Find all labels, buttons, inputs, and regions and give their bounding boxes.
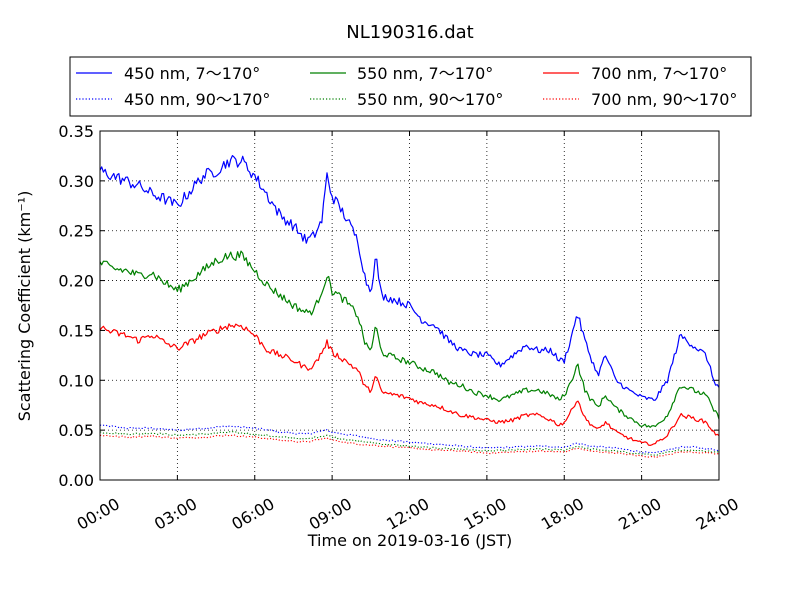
x-tick-label: 21:00 [615, 494, 664, 534]
y-tick-label: 0.05 [58, 421, 94, 440]
y-tick-label: 0.30 [58, 172, 94, 191]
x-tick-label: 18:00 [538, 494, 587, 534]
legend-label: 450 nm, 90～170° [124, 90, 270, 109]
x-tick-label: 09:00 [306, 494, 355, 534]
series-line [99, 250, 720, 428]
x-tick-label: 06:00 [228, 494, 277, 534]
y-tick-label: 0.10 [58, 371, 94, 390]
y-axis-label: Scattering Coefficient (km⁻¹) [15, 191, 34, 422]
series-line [99, 155, 720, 401]
x-tick-label: 03:00 [151, 494, 200, 534]
legend-label: 550 nm, 90～170° [357, 90, 503, 109]
legend-frame [69, 56, 752, 117]
series-line [99, 424, 720, 454]
y-tick-label: 0.00 [58, 471, 94, 490]
x-axis-label: Time on 2019-03-16 (JST) [307, 531, 512, 550]
x-tick-label: 00:00 [74, 494, 123, 534]
legend: 450 nm, 7～170° 550 nm, 7～170° 700 nm, 7～17… [69, 56, 752, 117]
plot-background [100, 131, 719, 480]
y-tick-label: 0.15 [58, 321, 94, 340]
series-line [100, 431, 720, 456]
chart-title: NL190316.dat [346, 22, 473, 43]
legend-label: 550 nm, 7～170° [357, 64, 493, 83]
x-tick-label: 24:00 [693, 494, 742, 534]
y-tick-label: 0.20 [58, 272, 94, 291]
series-layer [99, 155, 720, 458]
x-tick-label: 15:00 [460, 494, 509, 534]
x-tick-label: 12:00 [383, 494, 432, 534]
y-tick-label: 0.25 [58, 222, 94, 241]
y-tick-label: 0.35 [58, 122, 94, 141]
plot-area: 00:00 03:00 06:00 09:00 12:00 15:00 18:00 21:00… [58, 122, 742, 534]
legend-label: 700 nm, 7～170° [591, 64, 727, 83]
series-line [99, 323, 720, 446]
legend-label: 450 nm, 7～170° [124, 64, 260, 83]
legend-label: 700 nm, 90～170° [591, 90, 737, 109]
